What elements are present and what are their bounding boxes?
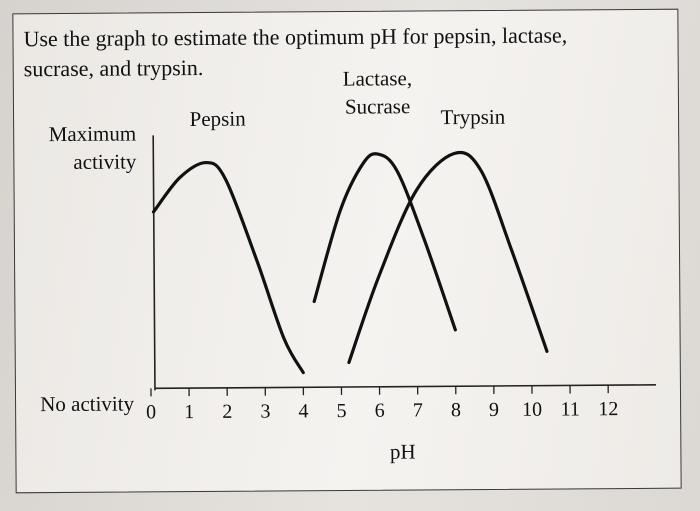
x-tick-label: 7: [413, 399, 423, 421]
x-tick-label: 9: [489, 399, 499, 421]
x-axis-line: [154, 384, 656, 390]
series-lactase-sucrase-label: Sucrase: [345, 94, 410, 118]
x-tick-label: 6: [375, 400, 385, 422]
y-axis-line: [152, 135, 156, 391]
series-lactase-sucrase-curve: [312, 152, 457, 332]
x-tick-label: 8: [451, 399, 461, 421]
series-trypsin-label: Trypsin: [441, 105, 506, 129]
series-pepsin-curve: [151, 160, 305, 375]
x-tick-label: 5: [337, 400, 347, 422]
x-axis-label: pH: [390, 440, 416, 464]
x-tick-label: 3: [260, 401, 270, 423]
x-tick-label: 4: [298, 400, 308, 422]
y-axis-label-max: Maximum: [49, 121, 137, 146]
x-tick-label: 2: [222, 401, 232, 423]
series-trypsin-curve: [347, 150, 549, 365]
x-tick-label: 1: [184, 401, 194, 423]
worksheet-card: Use the graph to estimate the optimum pH…: [12, 8, 682, 494]
x-tick-label: 10: [522, 399, 542, 421]
y-axis-label-min: No activity: [40, 391, 135, 416]
y-axis-label-max: activity: [73, 149, 137, 173]
x-tick-label: 12: [598, 398, 618, 420]
x-tick-label: 0: [146, 401, 156, 423]
x-tick-label: 11: [561, 398, 580, 420]
series-pepsin-label: Pepsin: [190, 107, 247, 131]
series-lactase-sucrase-label: Lactase,: [343, 66, 413, 90]
